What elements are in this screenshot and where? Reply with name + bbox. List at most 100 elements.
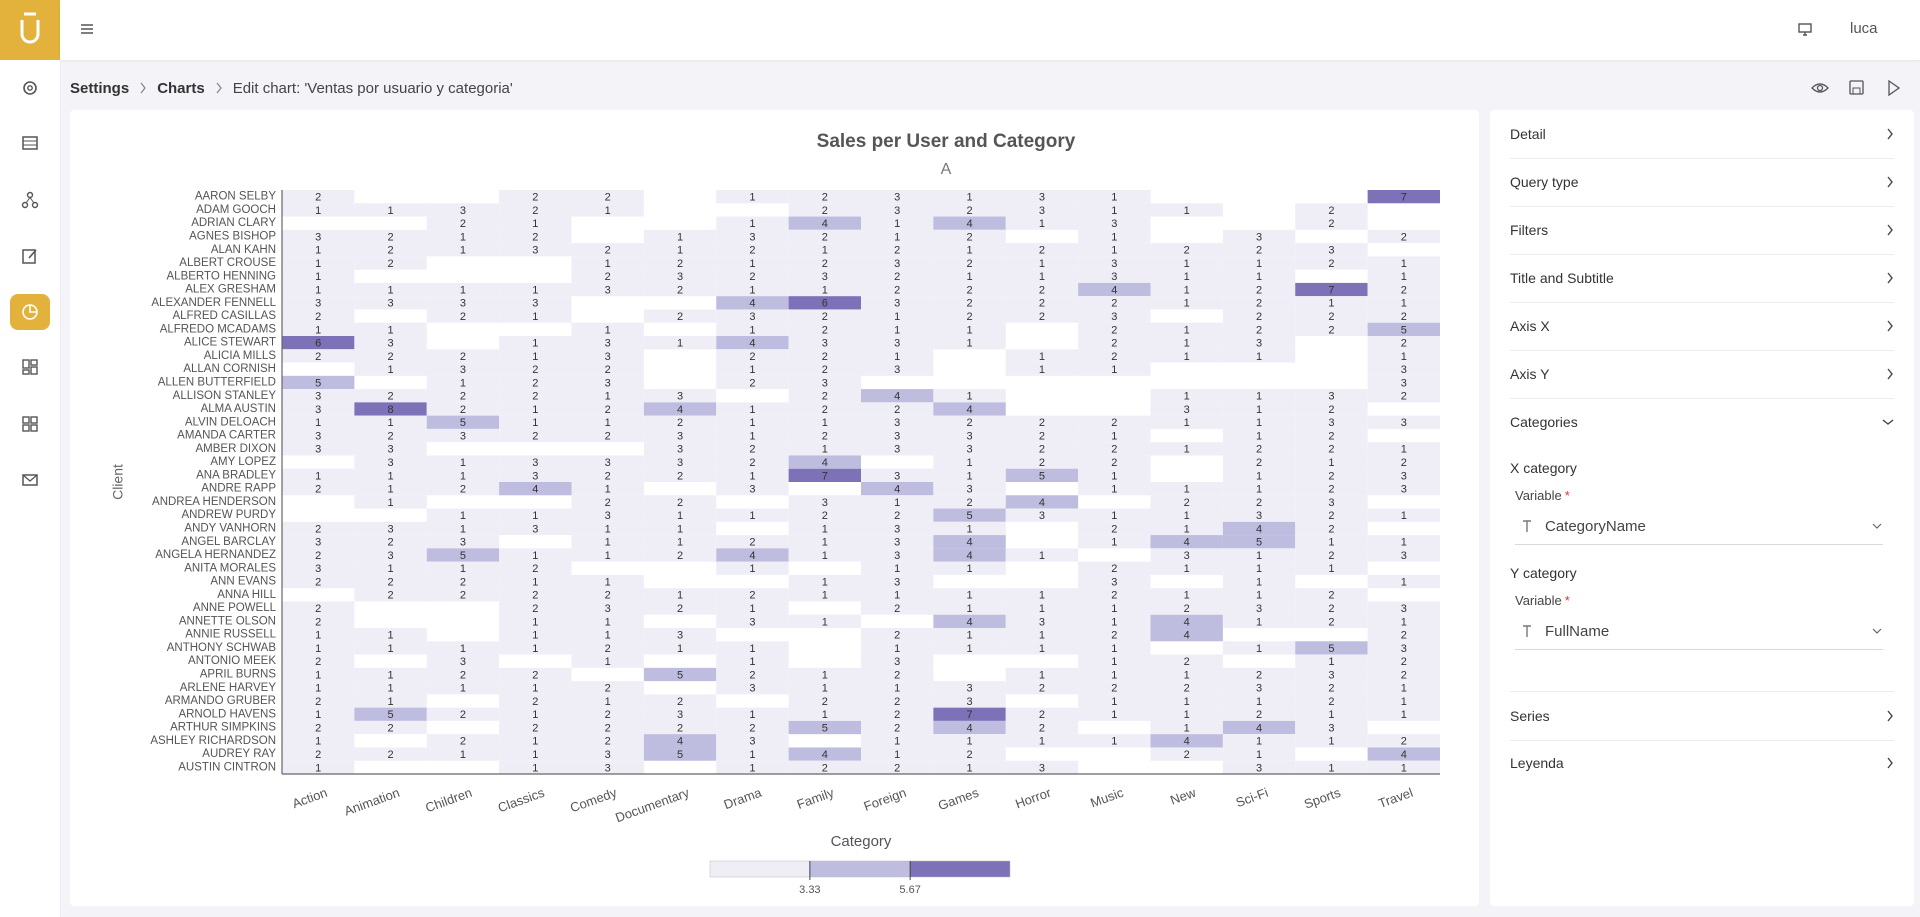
edit-icon[interactable] bbox=[10, 238, 50, 274]
heatmap-cell bbox=[354, 362, 427, 376]
panel-section[interactable]: Axis Y bbox=[1510, 350, 1894, 399]
heatmap-cell bbox=[1295, 601, 1368, 615]
heatmap-cell bbox=[354, 402, 427, 416]
logo[interactable] bbox=[0, 0, 60, 60]
panel-section[interactable]: Detail bbox=[1510, 110, 1894, 159]
section-title: Detail bbox=[1510, 126, 1546, 142]
heatmap-cell bbox=[282, 256, 355, 270]
cell-label: 1 bbox=[532, 218, 538, 230]
run-button[interactable] bbox=[1888, 79, 1901, 97]
cell-label: 3 bbox=[1039, 762, 1045, 774]
settings-icon[interactable] bbox=[10, 70, 50, 106]
y-tick-label: ANDRE RAPP bbox=[201, 483, 276, 495]
y-tick-label: AGNES BISHOP bbox=[189, 230, 276, 242]
heatmap-cell bbox=[1295, 588, 1368, 602]
charts-icon[interactable] bbox=[10, 294, 50, 330]
cell-label: 1 bbox=[1328, 537, 1334, 549]
heatmap-cell bbox=[861, 654, 934, 668]
heatmap-cell bbox=[1295, 495, 1368, 509]
cell-label: 2 bbox=[1328, 404, 1334, 416]
heatmap-cell bbox=[933, 482, 1006, 496]
cell-label: 1 bbox=[1111, 616, 1117, 628]
panel-section[interactable]: Series bbox=[1510, 691, 1894, 741]
cell-label: 1 bbox=[822, 590, 828, 602]
heatmap-cell bbox=[1295, 296, 1368, 310]
heatmap-cell bbox=[1367, 229, 1440, 244]
cell-label: 1 bbox=[315, 630, 321, 642]
apps-icon[interactable] bbox=[10, 406, 50, 442]
heatmap-cell bbox=[1078, 256, 1151, 270]
save-button[interactable] bbox=[1849, 80, 1864, 95]
mail-icon[interactable] bbox=[10, 462, 50, 498]
panel-section[interactable]: Categories bbox=[1510, 398, 1894, 446]
heatmap-cell bbox=[716, 588, 789, 602]
cell-label: 1 bbox=[749, 192, 755, 204]
cell-label: 1 bbox=[677, 643, 683, 655]
panel-section[interactable]: Title and Subtitle bbox=[1510, 254, 1894, 303]
heatmap-cell bbox=[1222, 747, 1296, 761]
cell-label: 2 bbox=[460, 590, 466, 602]
heatmap-cell bbox=[1222, 455, 1296, 469]
cell-label: 3 bbox=[1039, 205, 1045, 217]
heatmap-cell bbox=[571, 468, 644, 482]
heatmap-cell bbox=[716, 442, 789, 456]
heatmap-cell bbox=[1295, 641, 1368, 655]
x-variable-select[interactable]: CategoryName bbox=[1515, 508, 1883, 545]
heatmap-cell bbox=[1078, 442, 1151, 456]
y-variable-select[interactable]: FullName bbox=[1515, 613, 1883, 650]
panel-section[interactable]: Axis X bbox=[1510, 302, 1894, 351]
cell-label: 1 bbox=[894, 311, 900, 323]
cell-label: 2 bbox=[1401, 669, 1407, 681]
cell-label: 2 bbox=[315, 696, 321, 708]
cell-label: 1 bbox=[894, 218, 900, 230]
heatmap-cell bbox=[499, 614, 572, 628]
heatmap-cell bbox=[1367, 707, 1440, 721]
cell-label: 1 bbox=[1111, 364, 1117, 376]
panel-section[interactable]: Query type bbox=[1510, 158, 1894, 207]
breadcrumb-link[interactable]: Charts bbox=[157, 79, 205, 97]
heatmap-cell bbox=[571, 322, 644, 336]
table-icon[interactable] bbox=[10, 125, 50, 161]
heatmap-cell bbox=[716, 375, 789, 390]
menu-button[interactable] bbox=[80, 22, 94, 36]
cell-label: 2 bbox=[749, 377, 755, 389]
heatmap-cell bbox=[933, 309, 1006, 323]
heatmap-cell bbox=[1222, 495, 1296, 509]
cell-label: 2 bbox=[460, 669, 466, 681]
cell-label: 2 bbox=[967, 749, 973, 761]
y-tick-label: AARON SELBY bbox=[195, 191, 276, 203]
chevron bbox=[1887, 272, 1893, 284]
user-name[interactable]: luca bbox=[1850, 20, 1878, 37]
heatmap-cell bbox=[1150, 747, 1223, 761]
heatmap-cell bbox=[1295, 681, 1368, 695]
cell-label: 1 bbox=[532, 630, 538, 642]
cell-label: 2 bbox=[315, 656, 321, 668]
heatmap-cell bbox=[282, 574, 355, 589]
y-tick-label: APRIL BURNS bbox=[200, 668, 277, 680]
heatmap-cell bbox=[1078, 309, 1151, 323]
cell-label: 1 bbox=[822, 683, 828, 695]
cell-label: 1 bbox=[822, 669, 828, 681]
cell-label: 1 bbox=[315, 669, 321, 681]
panel-section[interactable]: Leyenda bbox=[1510, 739, 1894, 787]
x-tick-label: Drama bbox=[722, 784, 765, 812]
heatmap-cell bbox=[1222, 641, 1296, 655]
monitor-icon[interactable] bbox=[1797, 21, 1813, 37]
heatmap-cell bbox=[499, 229, 572, 244]
heatmap-cell bbox=[1150, 243, 1223, 257]
x-tick-label: Travel bbox=[1376, 785, 1415, 811]
preview-button[interactable] bbox=[1811, 83, 1829, 93]
x-tick-label: Sports bbox=[1302, 785, 1343, 812]
network-icon[interactable] bbox=[10, 182, 50, 218]
panel-section[interactable]: Filters bbox=[1510, 206, 1894, 255]
heatmap-cell bbox=[788, 468, 861, 482]
heatmap-cell bbox=[861, 707, 934, 721]
heatmap-cell bbox=[1367, 654, 1440, 668]
heatmap-cell bbox=[571, 243, 644, 257]
heatmap-cell bbox=[788, 203, 861, 217]
breadcrumb-link[interactable]: Settings bbox=[70, 79, 130, 97]
heatmap-cell bbox=[1078, 628, 1151, 642]
heatmap-cell bbox=[1005, 282, 1079, 297]
dashboard-icon[interactable] bbox=[10, 349, 50, 385]
heatmap-cell bbox=[933, 336, 1006, 350]
